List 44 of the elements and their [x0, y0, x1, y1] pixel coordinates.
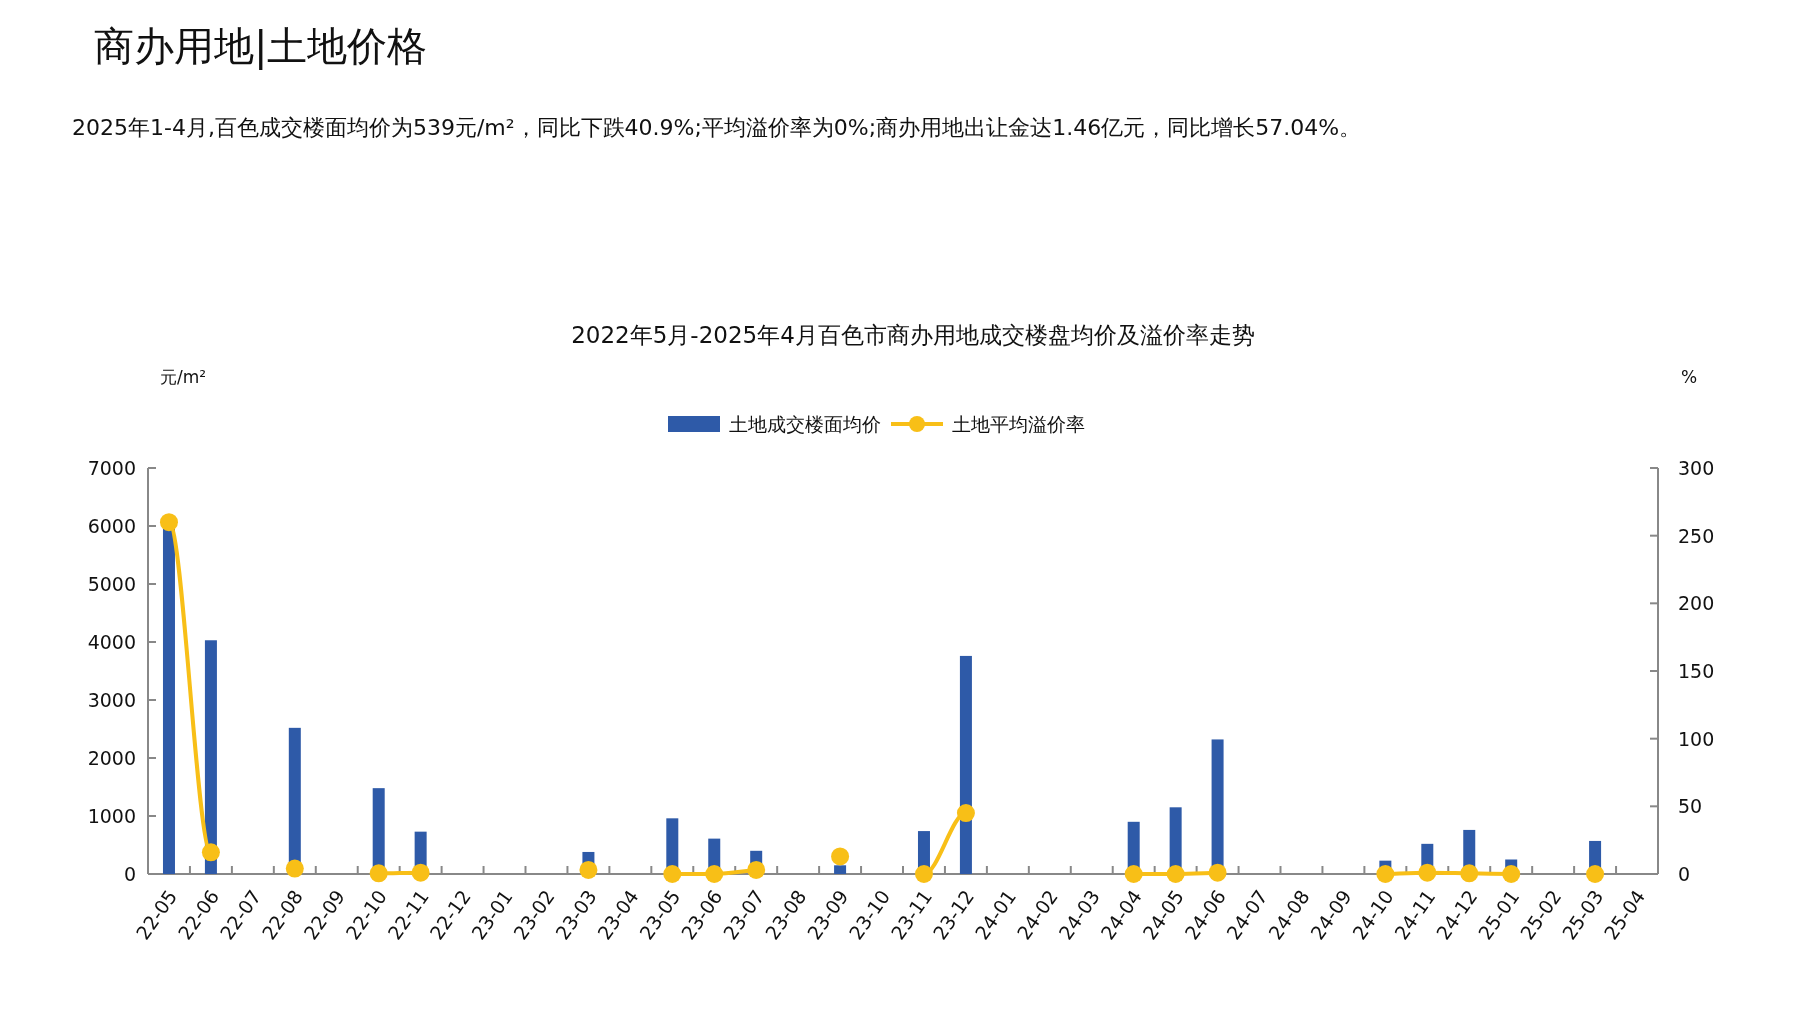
point [159, 513, 178, 532]
point [956, 804, 975, 823]
y2-tick-label: 50 [1678, 795, 1703, 818]
y2-tick-label: 100 [1678, 727, 1715, 750]
point [1502, 865, 1521, 883]
point [1418, 863, 1437, 882]
y-tick-label: 0 [123, 863, 136, 885]
point [1166, 865, 1185, 883]
point [411, 863, 430, 882]
bar [959, 655, 972, 874]
y2-tick-label: 150 [1678, 660, 1715, 682]
y-tick-label: 4000 [87, 631, 136, 653]
chart-title: 商办用地|土地价格 [94, 23, 428, 70]
y-tick-label: 6000 [87, 515, 136, 537]
point [1586, 865, 1605, 883]
point [914, 865, 933, 883]
legend-label: 土地平均溢价率 [952, 413, 1085, 435]
bar [834, 865, 847, 874]
point [1208, 863, 1227, 882]
point [1124, 865, 1143, 883]
y-axis-title: 元/m² [160, 367, 207, 387]
y-tick-label: 3000 [87, 689, 136, 711]
y-tick-label: 1000 [87, 805, 136, 827]
y-tick-label: 5000 [87, 573, 136, 595]
point [663, 865, 682, 883]
y2-tick-label: 300 [1678, 457, 1715, 479]
text: 2025年1-4月,百色成交楼面均价为539元/m²，同比下跌40.9%;平均溢价率为0%;商办用地出让金达1.46亿元，同比增长57.04%。 [72, 115, 1362, 140]
point [747, 860, 766, 879]
point [201, 843, 220, 862]
legend-label: 土地成交楼面均价 [729, 413, 881, 435]
y2-tick-label: 200 [1678, 592, 1715, 615]
chart-subtitle: 2022年5月-2025年4月百色市商办用地成交楼盘均价及溢价率走势 [571, 322, 1255, 348]
point [1460, 864, 1479, 883]
y-tick-label: 7000 [87, 457, 136, 479]
y-tick-label: 2000 [87, 747, 136, 769]
point [579, 860, 598, 879]
point [705, 865, 724, 883]
y2-tick-label: 0 [1678, 863, 1691, 885]
point [831, 847, 850, 866]
point [1376, 865, 1395, 883]
point [285, 859, 304, 878]
point [369, 864, 388, 883]
y2-tick-label: 250 [1678, 524, 1715, 547]
y2-axis-title: % [1680, 367, 1698, 387]
